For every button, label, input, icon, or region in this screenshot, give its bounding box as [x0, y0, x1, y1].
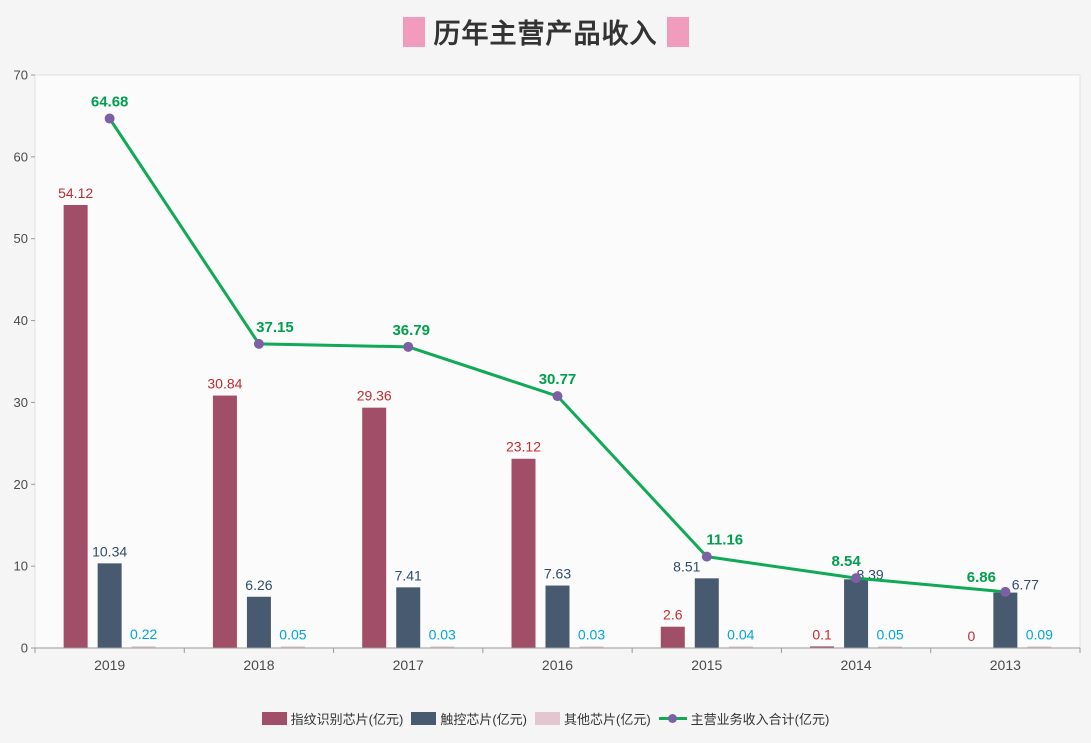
bar-value-label: 6.26: [245, 577, 272, 593]
bar-1-2018: [246, 596, 271, 648]
line-value-label: 37.15: [256, 319, 294, 336]
bar-0-2017: [362, 407, 387, 648]
bar-0-2014: [810, 646, 835, 648]
bar-0-2019: [63, 204, 88, 648]
y-axis-label: 70: [14, 68, 28, 83]
line-value-label: 8.54: [831, 553, 861, 570]
x-axis-label: 2017: [393, 657, 424, 673]
line-marker: [552, 391, 563, 402]
bar-value-label: 30.84: [207, 376, 242, 392]
line-value-label: 36.79: [392, 322, 430, 339]
x-axis-label: 2013: [990, 657, 1021, 673]
bar-value-label: 0.05: [876, 626, 903, 642]
plot-area: [34, 74, 1081, 649]
title-decoration-right: [666, 16, 689, 47]
bar-value-label: 29.36: [357, 388, 392, 404]
legend-item-3[interactable]: 主营业务收入合计(亿元): [658, 709, 830, 728]
legend-item-0[interactable]: 指纹识别芯片(亿元): [261, 709, 404, 728]
bar-1-2013: [993, 592, 1018, 648]
bar-value-label: 0.1: [812, 626, 832, 642]
bar-2-2019: [131, 646, 156, 648]
bar-2-2018: [280, 646, 305, 648]
legend-swatch: [411, 712, 437, 725]
bar-1-2019: [97, 563, 122, 648]
title-decoration-left: [402, 16, 425, 47]
bar-1-2015: [694, 578, 719, 648]
bar-value-label: 7.63: [544, 566, 571, 582]
x-axis-label: 2016: [542, 657, 573, 673]
line-value-label: 11.16: [706, 532, 743, 549]
y-axis-label: 10: [14, 559, 28, 574]
bar-value-label: 0.04: [727, 626, 754, 642]
bar-value-label: 0.09: [1026, 626, 1053, 642]
legend-label: 指纹识别芯片(亿元): [290, 712, 404, 727]
bar-value-label: 0.03: [578, 626, 605, 642]
bar-0-2015: [660, 626, 685, 648]
bar-value-label: 0.22: [130, 626, 157, 642]
line-value-label: 64.68: [91, 94, 129, 111]
x-axis-label: 2019: [94, 657, 125, 673]
y-axis-label: 20: [14, 477, 28, 492]
line-value-label: 6.86: [967, 569, 996, 586]
y-axis-label: 40: [14, 313, 28, 328]
y-axis-label: 0: [21, 641, 28, 656]
y-axis-label: 30: [14, 395, 28, 410]
bar-0-2018: [212, 395, 237, 648]
legend: 指纹识别芯片(亿元) 触控芯片(亿元) 其他芯片(亿元) 主营业务收入合计(亿元): [0, 709, 1091, 728]
x-axis-label: 2014: [840, 657, 871, 673]
bar-value-label: 0.05: [279, 626, 306, 642]
legend-label: 触控芯片(亿元): [440, 712, 527, 727]
bar-1-2017: [396, 587, 421, 648]
legend-label: 其他芯片(亿元): [564, 712, 651, 727]
line-marker: [403, 341, 414, 352]
bar-value-label: 10.34: [92, 543, 127, 559]
bar-2-2016: [579, 646, 604, 648]
bar-value-label: 2.6: [663, 607, 683, 623]
legend-item-2[interactable]: 其他芯片(亿元): [535, 709, 651, 728]
x-axis-label: 2015: [691, 657, 722, 673]
line-marker: [1000, 586, 1011, 597]
bar-2-2017: [430, 646, 455, 648]
line-marker: [701, 551, 712, 562]
bar-value-label: 0.03: [429, 626, 456, 642]
bar-1-2014: [844, 579, 869, 648]
bar-value-label: 7.41: [395, 567, 422, 583]
chart-title-row: 历年主营产品收入: [0, 12, 1091, 51]
x-axis-label: 2018: [243, 657, 274, 673]
line-value-label: 30.77: [539, 371, 577, 388]
chart-title: 历年主营产品收入: [433, 19, 658, 49]
bar-2-2015: [728, 646, 753, 648]
line-marker: [851, 573, 862, 584]
bar-value-label: 0: [967, 628, 975, 644]
legend-swatch: [535, 712, 560, 725]
bar-2-2014: [878, 646, 903, 648]
bar-value-label: 8.51: [673, 558, 700, 574]
legend-swatch: [261, 712, 287, 725]
y-axis-label: 60: [14, 149, 28, 164]
bar-value-label: 23.12: [506, 439, 541, 455]
legend-line-swatch: [658, 712, 687, 725]
legend-item-1[interactable]: 触控芯片(亿元): [411, 709, 527, 728]
bar-value-label: 6.77: [1012, 577, 1039, 593]
bar-0-2016: [511, 458, 536, 648]
y-axis-label: 50: [14, 231, 28, 246]
bar-value-label: 54.12: [58, 185, 93, 201]
bar-1-2016: [545, 585, 570, 648]
bar-2-2013: [1027, 646, 1052, 648]
line-marker: [104, 113, 115, 124]
line-marker: [253, 338, 264, 349]
legend-label: 主营业务收入合计(亿元): [690, 712, 830, 727]
